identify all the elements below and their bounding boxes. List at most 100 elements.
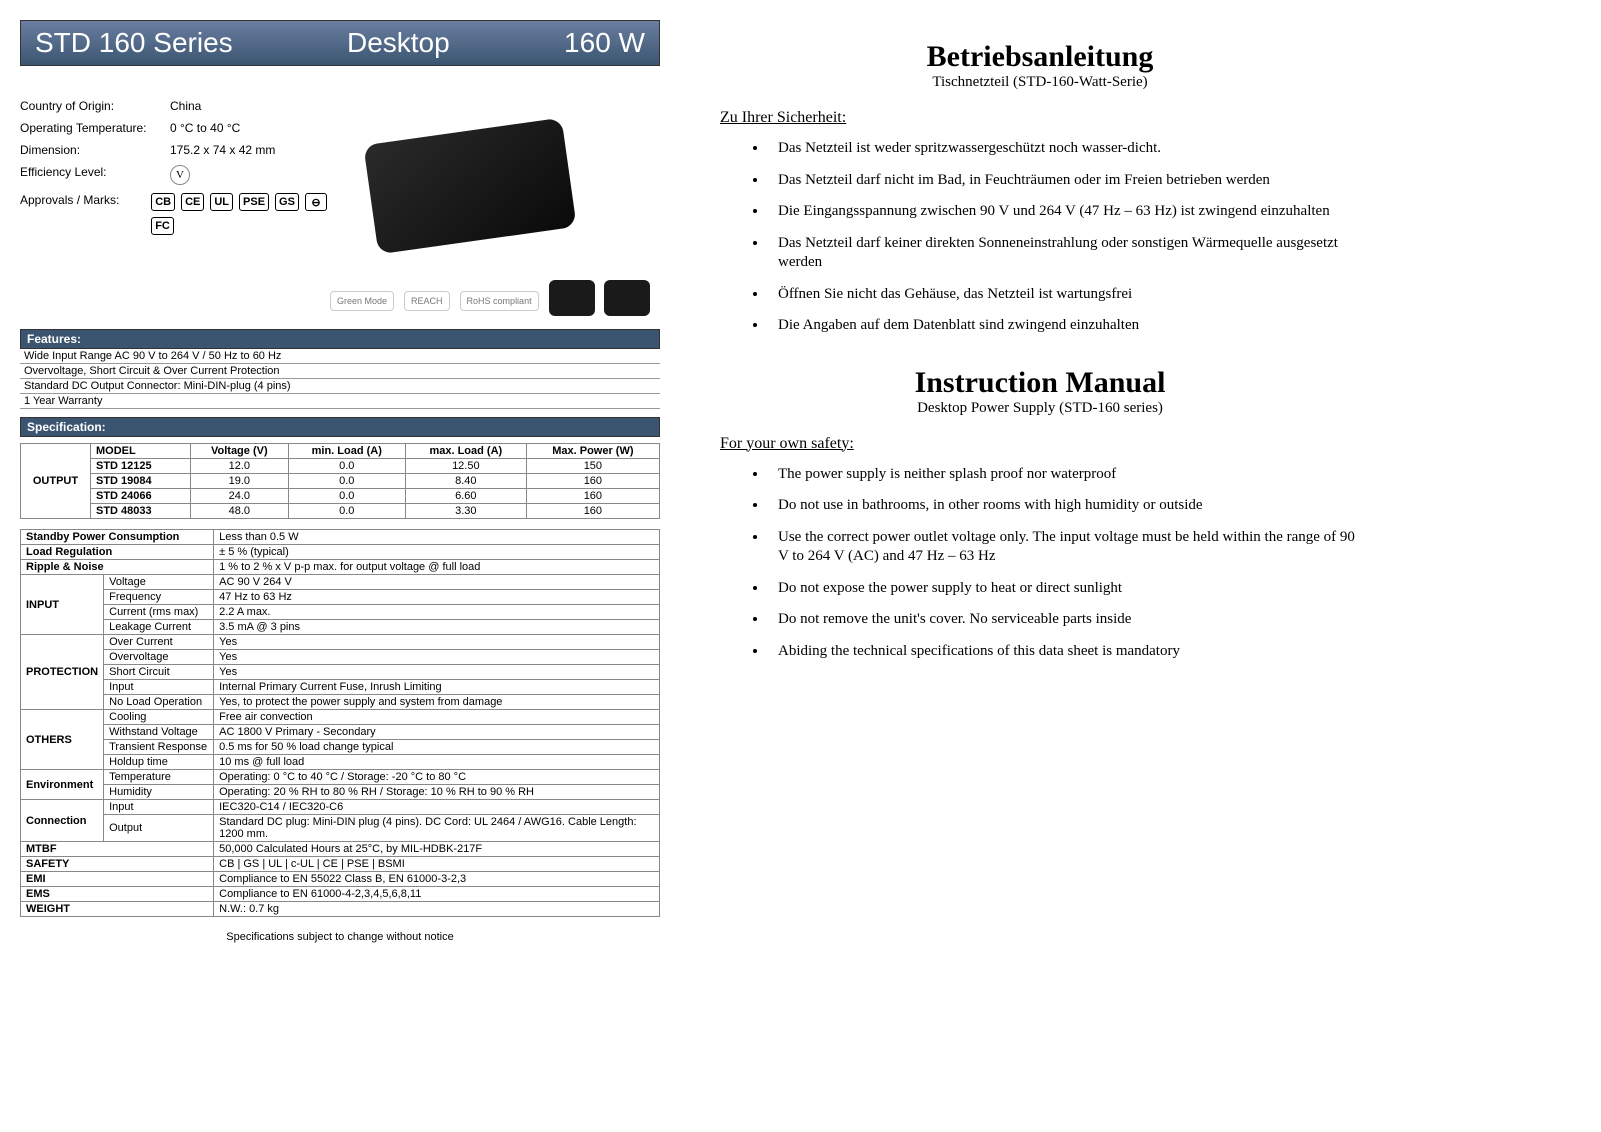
spec-row: Ripple & Noise1 % to 2 % x V p-p max. fo… [21,560,660,575]
spec-value: Operating: 0 °C to 40 °C / Storage: -20 … [214,770,660,785]
spec-row: EMSCompliance to EN 61000-4-2,3,4,5,6,8,… [21,887,660,902]
spec-group-label: INPUT [21,575,104,635]
spec-label: EMS [21,887,214,902]
spec-label: EMI [21,872,214,887]
spec-group-label: PROTECTION [21,635,104,710]
spec-row: Load Regulation± 5 % (typical) [21,545,660,560]
table-cell: STD 19084 [91,474,191,489]
table-cell: 0.0 [288,459,405,474]
plug-icon [549,280,595,316]
spec-value: Free air convection [214,710,660,725]
spec-value: 10 ms @ full load [214,755,660,770]
spec-label: SAFETY [21,857,214,872]
safety-item: Do not expose the power supply to heat o… [768,579,1360,599]
spec-row: InputInternal Primary Current Fuse, Inru… [21,680,660,695]
spec-row: Current (rms max)2.2 A max. [21,605,660,620]
top-features-block: Country of Origin: China Operating Tempe… [20,91,660,321]
spec-label: Output [104,815,214,842]
approval-marks: CBCEULPSEGS⊖FC [151,193,330,235]
en-title: Instruction Manual [720,366,1360,400]
de-safety-list: Das Netzteil ist weder spritzwassergesch… [720,139,1360,336]
spec-label: WEIGHT [21,902,214,917]
table-cell: 6.60 [405,489,526,504]
safety-item: Das Netzteil ist weder spritzwassergesch… [768,139,1360,159]
spec-row: HumidityOperating: 20 % RH to 80 % RH / … [21,785,660,800]
spec-label: Standby Power Consumption [21,530,214,545]
table-cell: 150 [526,459,659,474]
specification-header: Specification: [20,417,660,437]
spec-value: Yes [214,635,660,650]
table-cell: 160 [526,474,659,489]
spec-label: Load Regulation [21,545,214,560]
spec-table: Standby Power ConsumptionLess than 0.5 W… [20,529,660,917]
spec-group-label: Environment [21,770,104,800]
table-cell: 24.0 [191,489,289,504]
spec-label: Humidity [104,785,214,800]
spec-label: Input [104,800,214,815]
feature-line: Overvoltage, Short Circuit & Over Curren… [20,364,660,379]
safety-item: Das Netzteil darf nicht im Bad, in Feuch… [768,171,1360,191]
table-header: MODEL [91,444,191,459]
cert-mark-icon: UL [210,193,233,211]
table-cell: 0.0 [288,489,405,504]
spec-label: Withstand Voltage [104,725,214,740]
en-subtitle: Desktop Power Supply (STD-160 series) [720,400,1360,417]
output-group-label: OUTPUT [21,444,91,519]
table-header: Voltage (V) [191,444,289,459]
efficiency-badge: V [170,165,190,185]
features-lines: Wide Input Range AC 90 V to 264 V / 50 H… [20,349,660,409]
output-table: OUTPUTMODELVoltage (V)min. Load (A)max. … [20,443,660,519]
spec-row: EnvironmentTemperatureOperating: 0 °C to… [21,770,660,785]
spec-label: Temperature [104,770,214,785]
spec-value: Compliance to EN 61000-4-2,3,4,5,6,8,11 [214,887,660,902]
spec-value: 3.5 mA @ 3 pins [214,620,660,635]
feature-list: Country of Origin: China Operating Tempe… [20,91,330,321]
spec-value: Operating: 20 % RH to 80 % RH / Storage:… [214,785,660,800]
safety-item: The power supply is neither splash proof… [768,465,1360,485]
spec-row: OvervoltageYes [21,650,660,665]
country-value: China [170,99,201,113]
table-cell: 0.0 [288,504,405,519]
spec-row: Short CircuitYes [21,665,660,680]
product-type: Desktop [347,27,450,59]
safety-item: Do not use in bathrooms, in other rooms … [768,496,1360,516]
spec-value: CB | GS | UL | c-UL | CE | PSE | BSMI [214,857,660,872]
spec-row: Holdup time10 ms @ full load [21,755,660,770]
spec-value: ± 5 % (typical) [214,545,660,560]
spec-label: Input [104,680,214,695]
spec-row: INPUTVoltageAC 90 V 264 V [21,575,660,590]
features-header: Features: [20,329,660,349]
spec-row: OTHERSCoolingFree air convection [21,710,660,725]
de-subtitle: Tischnetzteil (STD-160-Watt-Serie) [720,74,1360,91]
compliance-badges: Green ModeREACHRoHS compliant [330,291,539,311]
spec-row: ConnectionInputIEC320-C14 / IEC320-C6 [21,800,660,815]
spec-label: Transient Response [104,740,214,755]
spec-label: Voltage [104,575,214,590]
spec-group-label: Connection [21,800,104,842]
spec-label: Frequency [104,590,214,605]
table-cell: 12.50 [405,459,526,474]
spec-row: MTBF50,000 Calculated Hours at 25°C, by … [21,842,660,857]
feature-line: Standard DC Output Connector: Mini-DIN-p… [20,379,660,394]
spec-label: Holdup time [104,755,214,770]
spec-label: MTBF [21,842,214,857]
spec-label: Over Current [104,635,214,650]
table-header: min. Load (A) [288,444,405,459]
spec-row: Frequency47 Hz to 63 Hz [21,590,660,605]
spec-value: 1 % to 2 % x V p-p max. for output volta… [214,560,660,575]
optemp-label: Operating Temperature: [20,121,170,135]
spec-row: Withstand VoltageAC 1800 V Primary - Sec… [21,725,660,740]
spec-row: WEIGHTN.W.: 0.7 kg [21,902,660,917]
spec-value: Yes [214,665,660,680]
country-label: Country of Origin: [20,99,170,113]
spec-value: 47 Hz to 63 Hz [214,590,660,605]
spec-label: Current (rms max) [104,605,214,620]
table-cell: 0.0 [288,474,405,489]
cert-mark-icon: GS [275,193,299,211]
compliance-badge: REACH [404,291,450,311]
compliance-badge: Green Mode [330,291,394,311]
datasheet-column: STD 160 Series Desktop 160 W Country of … [20,20,660,943]
title-bar: STD 160 Series Desktop 160 W [20,20,660,66]
table-cell: 8.40 [405,474,526,489]
spec-value: Yes, to protect the power supply and sys… [214,695,660,710]
